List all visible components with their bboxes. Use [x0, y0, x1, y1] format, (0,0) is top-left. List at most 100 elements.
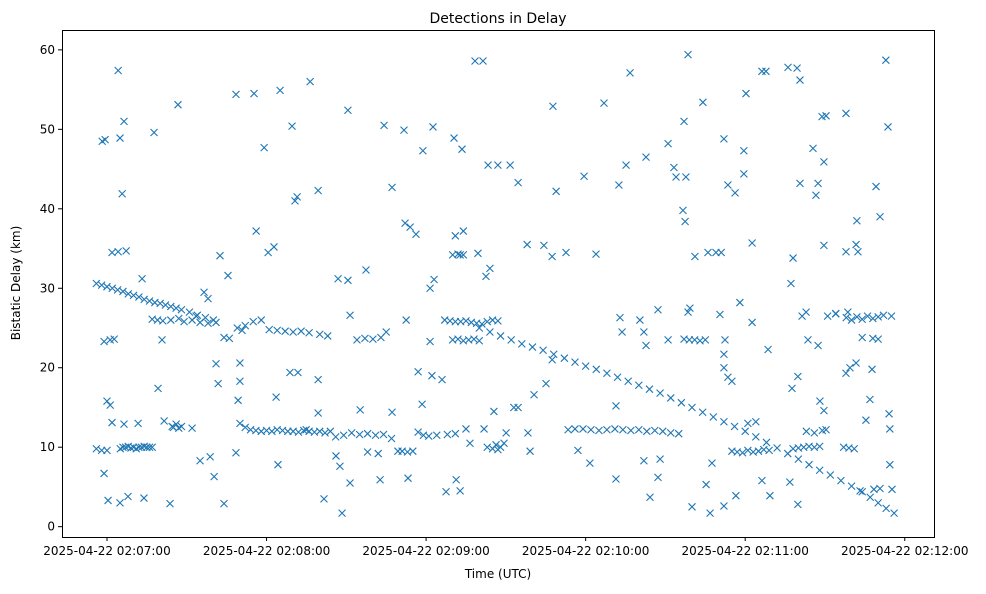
- data-point: [250, 89, 258, 98]
- data-point: [225, 334, 234, 343]
- data-point: [720, 350, 728, 359]
- data-point: [158, 336, 166, 344]
- data-point: [274, 460, 282, 469]
- data-point: [888, 485, 896, 494]
- data-point: [108, 418, 116, 427]
- data-point: [502, 429, 511, 437]
- data-point: [119, 287, 127, 296]
- data-point: [858, 333, 867, 342]
- data-point: [822, 111, 830, 120]
- data-point: [842, 313, 851, 322]
- data-point: [748, 318, 756, 327]
- data-point: [346, 479, 354, 487]
- data-point: [380, 121, 388, 130]
- data-point: [741, 427, 750, 436]
- data-point: [743, 419, 752, 428]
- data-point: [122, 247, 131, 255]
- data-point: [288, 122, 296, 131]
- data-point: [592, 365, 601, 374]
- data-point: [574, 446, 582, 455]
- data-point: [331, 432, 340, 441]
- data-point: [456, 251, 465, 259]
- data-point: [872, 182, 880, 191]
- data-point: [847, 316, 856, 324]
- data-point: [571, 425, 579, 433]
- data-point: [842, 247, 850, 256]
- data-point: [494, 161, 502, 169]
- data-point: [116, 134, 124, 142]
- data-point: [490, 407, 498, 416]
- data-point: [486, 328, 494, 336]
- data-point: [234, 396, 242, 405]
- data-point: [852, 359, 860, 367]
- data-point: [614, 181, 623, 189]
- data-point: [603, 425, 611, 434]
- data-point: [866, 395, 874, 404]
- data-point: [475, 324, 484, 332]
- data-point: [560, 354, 569, 363]
- data-point: [885, 409, 893, 418]
- data-point: [103, 282, 111, 291]
- data-point: [618, 328, 626, 336]
- data-point: [482, 272, 490, 281]
- data-point: [379, 430, 388, 439]
- data-point: [766, 491, 774, 500]
- data-point: [454, 335, 462, 344]
- data-point: [442, 487, 450, 496]
- data-point: [704, 248, 712, 257]
- data-point: [885, 425, 894, 433]
- data-point: [540, 241, 548, 250]
- data-point: [174, 314, 183, 323]
- data-point: [720, 417, 728, 426]
- data-point: [758, 476, 766, 485]
- data-point: [820, 241, 828, 250]
- data-point: [548, 252, 557, 261]
- data-point: [276, 86, 284, 95]
- data-point: [338, 509, 346, 518]
- data-point: [450, 134, 458, 142]
- data-point: [874, 498, 883, 507]
- data-point: [507, 336, 516, 344]
- data-point: [514, 403, 522, 412]
- data-point: [355, 430, 364, 439]
- data-point: [166, 302, 175, 311]
- data-point: [742, 89, 750, 98]
- data-point: [344, 106, 352, 115]
- data-point: [721, 336, 729, 344]
- data-point: [666, 394, 675, 402]
- data-point: [796, 76, 804, 84]
- data-point: [732, 491, 740, 500]
- data-point: [815, 442, 824, 451]
- data-point: [876, 212, 884, 221]
- data-point: [812, 191, 820, 200]
- data-point: [681, 217, 689, 226]
- data-point: [882, 504, 891, 513]
- data-point: [636, 316, 644, 324]
- plot-area: [62, 30, 935, 538]
- data-point: [595, 426, 603, 435]
- data-point: [688, 502, 696, 511]
- data-point: [210, 472, 219, 481]
- data-point: [200, 288, 208, 297]
- data-point: [789, 254, 797, 262]
- data-point: [103, 397, 111, 405]
- data-point: [645, 385, 654, 394]
- data-point: [459, 251, 468, 259]
- data-point: [336, 462, 344, 471]
- data-point: [684, 308, 692, 316]
- data-point: [294, 368, 302, 377]
- data-point: [101, 135, 110, 144]
- data-point: [524, 429, 532, 437]
- data-point: [688, 403, 696, 412]
- data-point: [809, 144, 817, 153]
- data-point: [321, 429, 329, 437]
- data-point: [470, 335, 478, 344]
- data-point: [612, 475, 620, 483]
- data-point: [314, 375, 323, 384]
- data-point: [204, 319, 212, 328]
- data-point: [180, 317, 188, 326]
- data-point: [369, 335, 377, 344]
- data-point: [150, 128, 158, 137]
- data-point: [376, 475, 384, 484]
- data-point: [842, 369, 850, 378]
